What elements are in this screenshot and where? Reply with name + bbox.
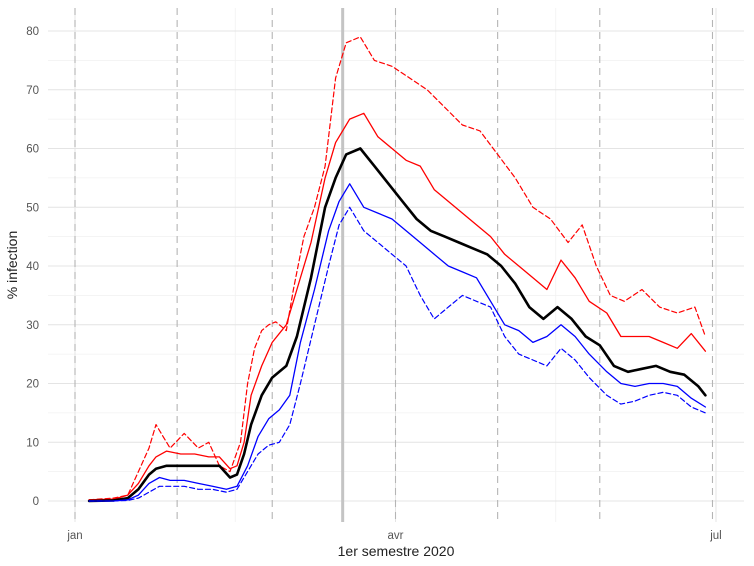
y-tick-label: 40: [26, 261, 39, 273]
y-tick-label: 50: [26, 202, 39, 214]
y-tick-label: 20: [26, 379, 39, 391]
x-tick-label: avr: [388, 530, 404, 542]
series-line-4: [88, 183, 707, 502]
dashed-vertical-lines: [74, 8, 714, 522]
y-axis-title: % infection: [4, 231, 20, 299]
x-tick-label: jul: [709, 530, 722, 542]
x-axis-title: 1er semestre 2020: [338, 543, 455, 559]
y-tick-label: 0: [33, 496, 39, 508]
y-tick-label: 80: [26, 26, 39, 38]
series-line-3: [87, 147, 707, 503]
y-tick-label: 60: [26, 144, 39, 156]
series-line-1: [88, 36, 707, 501]
x-axis-ticks: jan avr jul: [66, 530, 721, 542]
series-lines: [87, 36, 707, 503]
y-tick-label: 70: [26, 85, 39, 97]
y-tick-label: 30: [26, 320, 39, 332]
series-line-2: [88, 112, 707, 501]
series-line-5: [88, 206, 707, 502]
y-axis-ticks: 0 10 20 30 40 50 60 70 80: [26, 26, 39, 508]
x-tick-label: jan: [66, 530, 82, 542]
y-tick-label: 10: [26, 437, 39, 449]
